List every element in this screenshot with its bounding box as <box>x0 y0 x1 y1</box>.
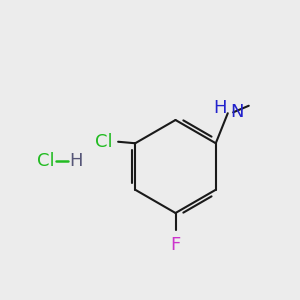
Text: Cl: Cl <box>95 133 113 151</box>
Text: Cl: Cl <box>38 152 55 169</box>
Text: H: H <box>69 152 82 169</box>
Text: N: N <box>230 103 244 121</box>
Text: H: H <box>213 99 226 117</box>
Text: F: F <box>170 236 181 253</box>
